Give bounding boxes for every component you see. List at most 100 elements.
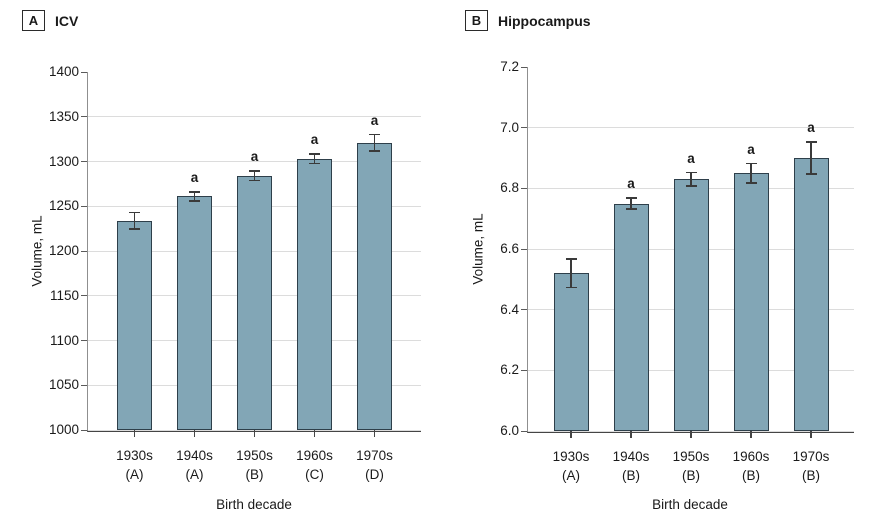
y-tick [81,205,87,207]
x-tick-label: 1940s (B) [591,447,671,485]
x-tick [253,430,256,437]
error-bar [750,162,752,184]
y-tick [521,187,527,189]
y-tick [521,66,527,68]
x-tick-label-decade: 1950s [236,448,273,463]
error-bar-cap-top [805,141,817,143]
error-bar [373,133,376,152]
error-bar-cap-bottom [685,185,697,187]
significance-marker: a [807,120,815,136]
x-tick [193,430,196,437]
error-bar-cap-top [189,191,200,193]
x-tick-label-group: (A) [562,468,580,483]
significance-marker: a [687,150,695,166]
bar-1930s [553,273,589,431]
error-bar [690,171,692,187]
significance-marker: a [747,141,755,157]
y-tick-label: 1300 [48,153,79,169]
error-bar-cap-bottom [249,179,260,182]
plot-area-icv: 1000 1050 1100 1150 1200 1250 1300 1350 1400 1930… [49,64,421,482]
y-tick-label: 1350 [48,108,79,124]
y-tick [81,429,87,431]
x-tick-label-decade: 1950s [672,449,710,464]
y-tick-label: 6.4 [500,301,519,317]
x-tick-label-decade: 1940s [176,448,213,463]
error-bar-cap-bottom [189,200,200,202]
error-bar [630,197,632,210]
x-tick-label-group: (A) [125,467,144,482]
x-tick [373,430,376,437]
significance-marker: a [627,176,635,192]
x-tick [630,431,632,438]
x-tick-label: 1930s (A) [531,447,611,485]
x-tick-label-group: (B) [802,468,820,483]
bar-1960s [733,173,769,431]
panel-hippocampus: B Hippocampus Volume, mL 6.0 6.2 6.4 6.6 6.8… [443,0,886,532]
y-tick [81,116,87,118]
x-tick-label: 1970s (B) [771,447,851,485]
x-tick-label: 1940s (A) [155,446,235,484]
significance-marker: a [250,149,259,165]
y-tick [81,340,87,341]
significance-marker: a [190,170,199,186]
y-tick-label: 7.0 [500,119,519,135]
x-tick [690,431,692,438]
y-tick-label: 6.2 [500,362,519,378]
error-bar-cap-top [565,258,577,260]
error-bar [810,141,812,175]
bar-1960s [297,158,332,430]
plot-area-hippocampus: 6.0 6.2 6.4 6.6 6.8 7.0 7.2 1930s (A) a 1940s (B) a 1… [500,59,854,483]
significance-marker: a [370,112,379,128]
y-tick [81,384,87,386]
y-tick [521,127,527,129]
panel-icv-header: A ICV [22,10,78,31]
error-bar-cap-bottom [625,208,637,210]
y-tick [521,309,527,311]
y-tick-label: 1100 [49,332,79,348]
y-tick-label: 1000 [48,422,79,437]
x-tick-label-group: (B) [245,467,264,482]
y-tick-label: 1200 [48,243,79,258]
x-tick-label-decade: 1930s [552,449,590,464]
y-tick-label: 1400 [48,64,79,79]
error-bar-cap-top [309,153,320,155]
error-bar [570,258,572,289]
x-tick-label-decade: 1970s [356,448,393,463]
x-tick-label-group: (C) [305,467,324,482]
y-tick-label: 1050 [48,377,79,393]
significance-marker: a [310,132,319,148]
y-tick [81,161,87,162]
x-tick-label: 1970s (D) [335,446,415,484]
bar-1950s [237,175,272,430]
bar-1950s [673,179,709,431]
error-bar [133,211,136,230]
y-tick-label: 6.6 [500,241,519,256]
x-tick-label-group: (B) [742,468,760,483]
error-bar [313,153,316,165]
panel-title: Hippocampus [498,12,591,29]
x-tick-label: 1950s (B) [215,446,295,484]
error-bar-cap-bottom [565,286,577,289]
x-tick [570,431,572,438]
panel-hippocampus-header: B Hippocampus [465,10,591,31]
x-axis-title: Birth decade [216,497,292,512]
x-tick-label-group: (A) [185,467,204,482]
error-bar [193,191,196,202]
panel-letter-badge: B [465,10,488,31]
gridline [88,161,421,162]
y-tick [521,248,527,250]
bar-1940s [613,203,649,431]
y-tick-label: 6.8 [500,180,519,196]
bar-1970s [793,158,829,431]
x-tick-label-group: (B) [682,468,700,483]
x-tick-label-decade: 1960s [732,449,770,464]
y-tick-label: 7.2 [500,59,519,74]
gridline [88,116,421,118]
y-tick [81,250,87,252]
error-bar-cap-bottom [745,182,757,184]
x-tick [750,431,752,438]
panel-letter-badge: A [22,10,45,31]
bar-1930s [117,220,152,430]
y-tick-label: 1150 [49,287,79,303]
